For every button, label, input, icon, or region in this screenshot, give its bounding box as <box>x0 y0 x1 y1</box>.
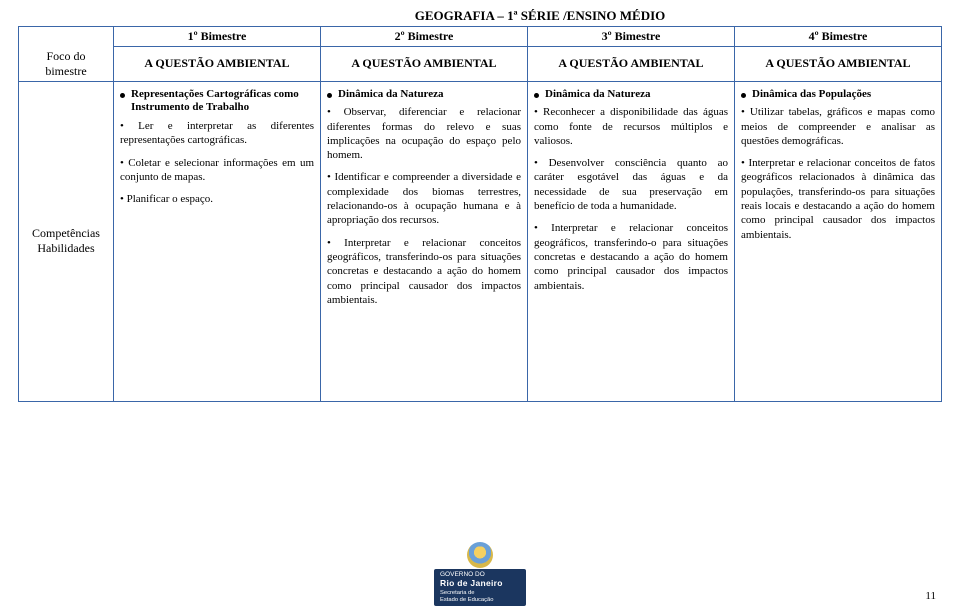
item-b3-2: • Desenvolver consciência quanto ao cará… <box>534 156 728 213</box>
cell-b1: Representações Cartográficas como Instru… <box>114 81 321 401</box>
foco-b2: A QUESTÃO AMBIENTAL <box>321 47 528 82</box>
cell-b2: Dinâmica da Natureza • Observar, diferen… <box>321 81 528 401</box>
curriculum-table: 1º Bimestre 2º Bimestre 3º Bimestre 4º B… <box>18 26 942 402</box>
header-b4: 4º Bimestre <box>735 27 942 47</box>
section-head-b4: Dinâmica das Populações <box>752 88 871 102</box>
item-b3-1: • Reconhecer a disponibilidade das águas… <box>534 105 728 148</box>
header-row: 1º Bimestre 2º Bimestre 3º Bimestre 4º B… <box>19 27 942 47</box>
section-head-b3: Dinâmica da Natureza <box>545 88 651 102</box>
competencias-row: Competências Habilidades Representações … <box>19 81 942 401</box>
gov-big: Rio de Janeiro <box>440 578 503 588</box>
bullet-icon <box>327 93 332 98</box>
item-b1-1: • Ler e interpretar as diferentes repres… <box>120 119 314 148</box>
page-number: 11 <box>925 590 936 602</box>
item-b2-2: • Identificar e compreender a diversidad… <box>327 170 521 227</box>
comp-label: Competências Habilidades <box>19 81 114 401</box>
section-head-b1: Representações Cartográficas como Instru… <box>131 88 314 116</box>
section-head-b2: Dinâmica da Natureza <box>338 88 444 102</box>
bullet-icon <box>534 93 539 98</box>
foco-b3: A QUESTÃO AMBIENTAL <box>528 47 735 82</box>
header-b3: 3º Bimestre <box>528 27 735 47</box>
cell-b4: Dinâmica das Populações • Utilizar tabel… <box>735 81 942 401</box>
gov-line2: Secretaria de <box>440 590 520 597</box>
item-b4-2: • Interpretar e relacionar conceitos de … <box>741 156 935 242</box>
foco-label: Foco do bimestre <box>19 47 114 82</box>
footer-logo: GOVERNO DO Rio de Janeiro Secretaria de … <box>434 542 526 606</box>
item-b2-1: • Observar, diferenciar e relacionar dif… <box>327 105 521 162</box>
bullet-icon <box>120 93 125 98</box>
item-b3-3: • Interpretar e relacionar conceitos geo… <box>534 221 728 292</box>
gov-box: GOVERNO DO Rio de Janeiro Secretaria de … <box>434 569 526 606</box>
cell-b3: Dinâmica da Natureza • Reconhecer a disp… <box>528 81 735 401</box>
header-b1: 1º Bimestre <box>114 27 321 47</box>
item-b4-1: • Utilizar tabelas, gráficos e mapas com… <box>741 105 935 148</box>
page-title: GEOGRAFIA – 1ª SÉRIE /ENSINO MÉDIO <box>18 8 942 24</box>
gov-line3: Estado de Educação <box>440 597 520 604</box>
foco-b1: A QUESTÃO AMBIENTAL <box>114 47 321 82</box>
bullet-icon <box>741 93 746 98</box>
item-b1-3: • Planificar o espaço. <box>120 192 314 206</box>
item-b2-3: • Interpretar e relacionar conceitos geo… <box>327 236 521 307</box>
foco-b4: A QUESTÃO AMBIENTAL <box>735 47 942 82</box>
header-b2: 2º Bimestre <box>321 27 528 47</box>
item-b1-2: • Coletar e selecionar informações em um… <box>120 156 314 185</box>
foco-row: Foco do bimestre A QUESTÃO AMBIENTAL A Q… <box>19 47 942 82</box>
crest-icon <box>467 542 493 568</box>
